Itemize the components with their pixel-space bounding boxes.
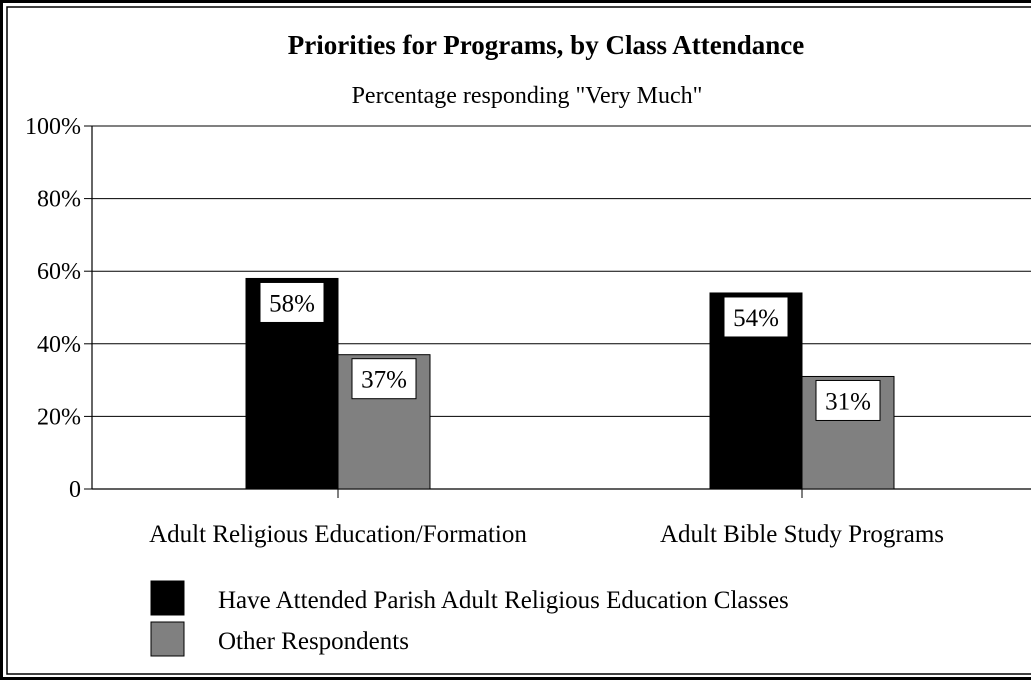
data-label: 37%: [361, 367, 407, 394]
category-label: Adult Religious Education/Formation: [149, 521, 527, 548]
data-label-box: [351, 358, 417, 400]
gridlines: [92, 125, 1031, 417]
data-label-box: [723, 296, 789, 338]
inner-border: [6, 6, 1031, 675]
category-label: Adult Bible Study Programs: [660, 521, 944, 548]
data-label-box: [815, 379, 881, 421]
bars: [245, 277, 895, 490]
y-tick-label: 60%: [37, 259, 81, 285]
data-labels: 58% 37% 54% 31%: [259, 281, 881, 421]
category-labels: Adult Religious Education/Formation Adult…: [149, 521, 944, 548]
legend-swatch: [150, 580, 185, 616]
y-tick-labels: 0 20% 40% 60% 80% 100%: [25, 114, 81, 503]
y-tick-label: 0: [69, 477, 81, 503]
y-tick-label: 20%: [37, 404, 81, 430]
data-label: 31%: [825, 388, 871, 415]
y-tick-label: 100%: [25, 114, 81, 140]
legend: Have Attended Parish Adult Religious Edu…: [150, 580, 789, 657]
chart-subtitle: Percentage responding "Very Much": [352, 83, 703, 109]
chart-title: Priorities for Programs, by Class Attend…: [288, 30, 804, 60]
legend-swatch: [150, 621, 185, 657]
y-tick-label: 40%: [37, 332, 81, 358]
data-label: 54%: [733, 305, 779, 332]
legend-label: Other Respondents: [218, 628, 409, 655]
y-tick-label: 80%: [37, 187, 81, 213]
legend-label: Have Attended Parish Adult Religious Edu…: [218, 587, 789, 614]
data-label-box: [259, 281, 325, 323]
data-label: 58%: [269, 290, 315, 317]
